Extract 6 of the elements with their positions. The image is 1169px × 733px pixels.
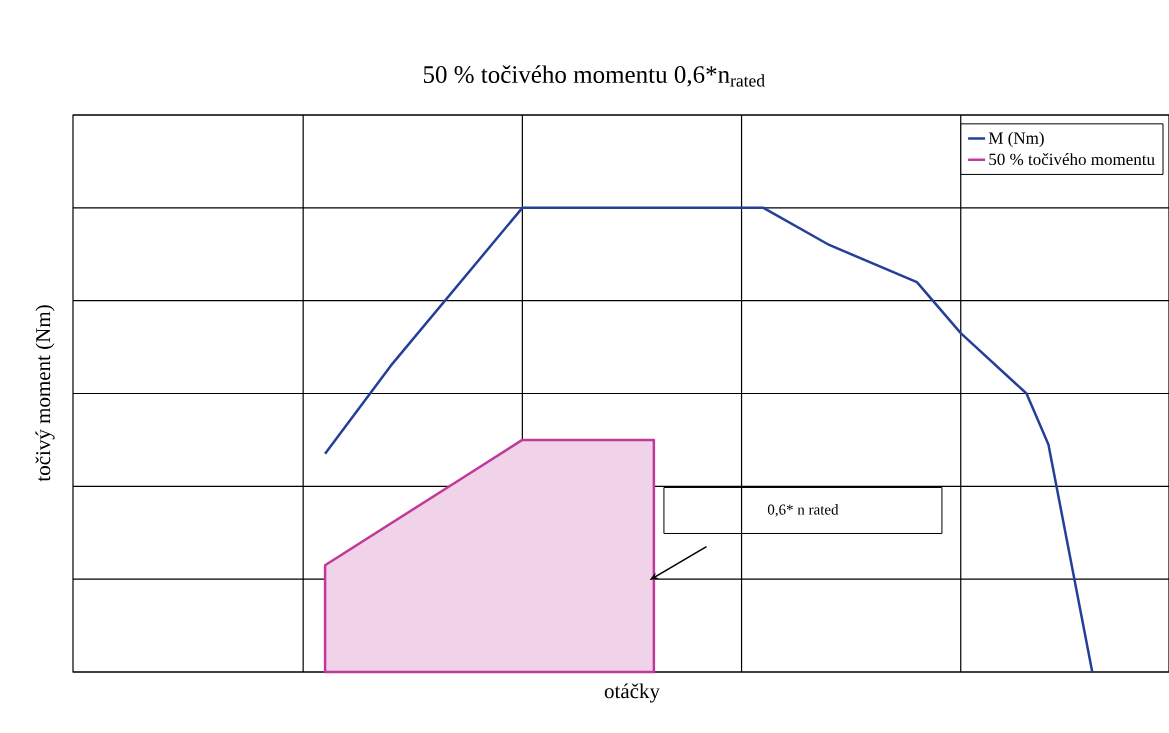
chart-title: 50 % točivého momentu 0,6*n$_{rated}$: [423, 65, 765, 87]
y-axis-title: točivý moment (Nm): [35, 305, 55, 482]
legend-label: 50 % točivého momentu: [989, 153, 1155, 166]
legend-label: M (Nm): [988, 131, 1044, 148]
annotation: 0,6* n rated: [767, 504, 839, 517]
x-axis-title: otáčky: [604, 683, 660, 703]
